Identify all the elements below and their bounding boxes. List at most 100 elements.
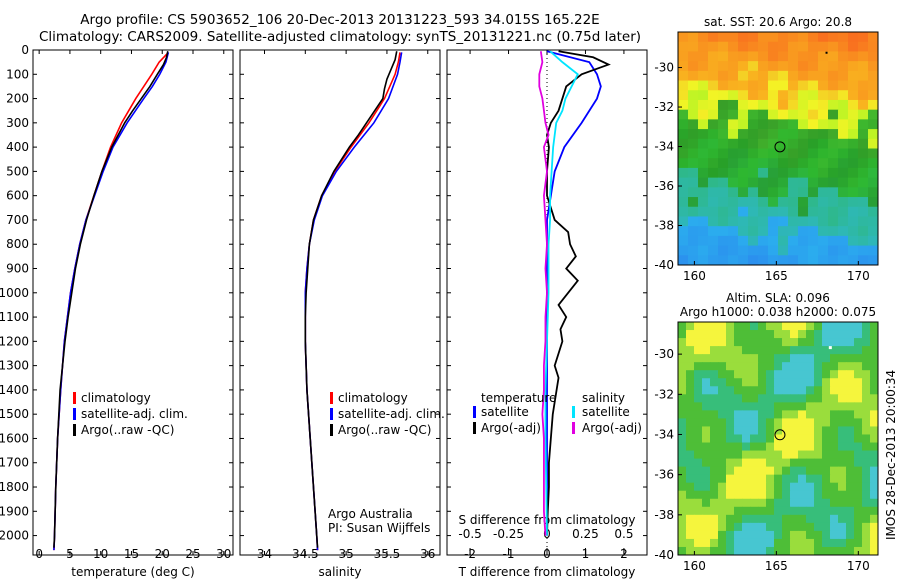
sla-cell xyxy=(686,450,695,460)
sst-cell xyxy=(828,51,839,62)
sla-cell xyxy=(814,338,823,347)
sla-cell xyxy=(854,458,863,468)
sst-cell xyxy=(758,158,769,169)
sst-cell xyxy=(788,109,799,120)
sst-cell xyxy=(708,235,719,247)
sst-cell xyxy=(808,99,819,111)
sla-cell xyxy=(758,458,767,468)
sla-cell xyxy=(726,330,735,339)
sla-cell xyxy=(822,378,831,387)
sst-cell xyxy=(678,61,689,72)
sst-ytick-label: -32 xyxy=(654,100,674,114)
sla-cell xyxy=(862,338,871,347)
sst-xtick-label: 170 xyxy=(847,269,870,283)
sst-cell xyxy=(748,90,759,101)
sdiff-tick-label: -0.5 xyxy=(458,527,481,541)
sla-cell xyxy=(766,386,775,395)
sla-cell xyxy=(846,410,855,419)
sla-cell xyxy=(806,426,815,435)
sdiff-tick-label: -0.25 xyxy=(493,527,524,541)
sst-cell xyxy=(808,32,819,43)
sst-cell xyxy=(788,32,799,43)
sla-cell xyxy=(862,402,871,411)
sst-cell xyxy=(868,177,878,188)
depth-tick-label: 1600 xyxy=(0,431,29,445)
sla-cell xyxy=(838,434,847,444)
sst-cell xyxy=(718,235,729,247)
sst-cell xyxy=(818,177,829,188)
sla-cell xyxy=(822,322,831,331)
sst-cell xyxy=(678,148,689,159)
sst-cell xyxy=(768,99,779,111)
sst-cell xyxy=(718,61,729,72)
sla-cell xyxy=(862,514,871,524)
sla-cell xyxy=(678,322,687,331)
sst-cell xyxy=(758,129,769,140)
sst-cell xyxy=(818,216,829,227)
temperature-xtick-label: 25 xyxy=(185,547,200,561)
sla-cell xyxy=(838,362,847,371)
sla-cell xyxy=(782,418,791,427)
sst-cell xyxy=(678,158,689,169)
sst-cell xyxy=(868,32,878,43)
sla-cell xyxy=(758,514,767,524)
sla-cell xyxy=(806,482,815,492)
sla-cell xyxy=(782,338,791,347)
sla-cell xyxy=(750,514,759,524)
sst-cell xyxy=(758,119,769,130)
sla-cell xyxy=(726,522,735,532)
sst-cell xyxy=(748,138,759,149)
sla-cell xyxy=(718,322,727,331)
sst-cell xyxy=(778,51,789,62)
sst-cell xyxy=(748,245,759,256)
sla-cell xyxy=(686,482,695,492)
sst-cell xyxy=(848,148,859,159)
sla-cell xyxy=(742,490,751,500)
sla-cell xyxy=(782,346,791,355)
sla-cell xyxy=(774,402,783,411)
sla-cell xyxy=(678,498,687,508)
sst-cell xyxy=(728,109,739,120)
sla-cell xyxy=(718,514,727,524)
sst-cell xyxy=(798,255,809,265)
sla-cell xyxy=(870,362,878,371)
sla-cell xyxy=(798,346,807,355)
sst-cell xyxy=(808,41,819,52)
sst-cell xyxy=(728,177,739,188)
sla-cell xyxy=(790,418,799,427)
sst-cell xyxy=(828,167,839,179)
sla-cell xyxy=(822,330,831,339)
sst-cell xyxy=(778,255,789,265)
sst-cell xyxy=(678,235,689,247)
sst-cell xyxy=(828,119,839,130)
sla-cell xyxy=(702,546,711,555)
sst-cell xyxy=(738,138,749,149)
sst-cell xyxy=(698,80,709,91)
sla-cell xyxy=(862,346,871,355)
sla-cell xyxy=(798,354,807,363)
sla-cell xyxy=(702,514,711,524)
sla-cell xyxy=(702,346,711,355)
sla-cell xyxy=(798,410,807,419)
sla-cell xyxy=(854,482,863,492)
sst-cell xyxy=(748,226,759,237)
sst-cell xyxy=(778,41,789,52)
sla-cell xyxy=(838,530,847,540)
sst-cell xyxy=(728,90,739,101)
sla-cell xyxy=(798,434,807,444)
sst-cell xyxy=(778,138,789,149)
sla-cell xyxy=(822,402,831,411)
sst-cell xyxy=(848,90,859,101)
sla-cell xyxy=(686,458,695,468)
sst-cell xyxy=(678,187,689,198)
sla-cell xyxy=(694,378,703,387)
sdiff-tick-label: 0.25 xyxy=(572,527,599,541)
sla-cell xyxy=(734,538,743,548)
sla-cell xyxy=(774,506,783,516)
sla-cell xyxy=(798,426,807,435)
sst-cell xyxy=(828,138,839,149)
sst-cell xyxy=(778,197,789,208)
sla-cell xyxy=(702,498,711,508)
sla-cell xyxy=(686,338,695,347)
sst-frame xyxy=(677,31,879,266)
